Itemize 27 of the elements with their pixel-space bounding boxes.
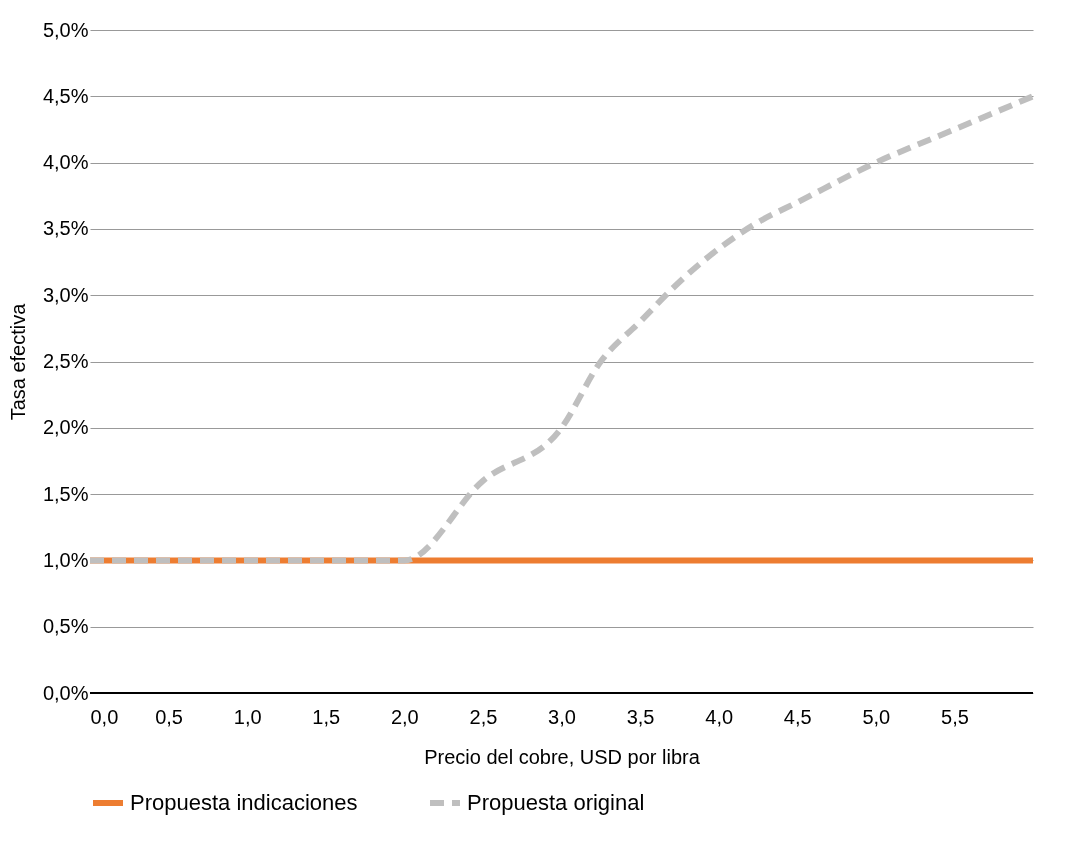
y-tick-label: 3,5% (42, 217, 89, 240)
x-tick-label: 1,5 (312, 705, 341, 728)
y-axis-title: Tasa efectiva (6, 302, 29, 421)
x-tick-label: 0,5 (155, 705, 183, 728)
x-tick-label: 2,0 (390, 705, 419, 728)
y-tick-label: 3,0% (42, 283, 89, 306)
x-tick-label: 2,5 (469, 705, 498, 728)
y-tick-label: 4,5% (42, 84, 89, 107)
x-tick-label: 5,5 (941, 705, 969, 728)
y-tick-label: 1,5% (42, 482, 89, 505)
y-tick-label: 0,0% (42, 681, 89, 704)
y-tick-label: 5,0% (42, 18, 89, 41)
x-tick-label: 4,5 (783, 705, 812, 728)
y-tick-label: 1,0% (42, 548, 89, 571)
x-tick-label: 4,0 (705, 705, 734, 728)
x-tick-label: 3,5 (626, 705, 655, 728)
legend-label: Propuesta indicaciones (130, 790, 358, 815)
y-tick-label: 2,0% (42, 416, 89, 439)
x-tick-label: 1,0 (233, 705, 262, 728)
x-tick-label: 0,0 (90, 705, 119, 728)
x-axis-title: Precio del cobre, USD por libra (424, 745, 701, 768)
y-tick-label: 0,5% (42, 615, 89, 638)
y-tick-label: 2,5% (42, 350, 89, 372)
x-tick-label: 5,0 (862, 705, 891, 728)
x-tick-label: 3,0 (548, 705, 576, 728)
legend-label: Propuesta original (467, 790, 645, 815)
y-tick-label: 4,0% (42, 151, 89, 174)
